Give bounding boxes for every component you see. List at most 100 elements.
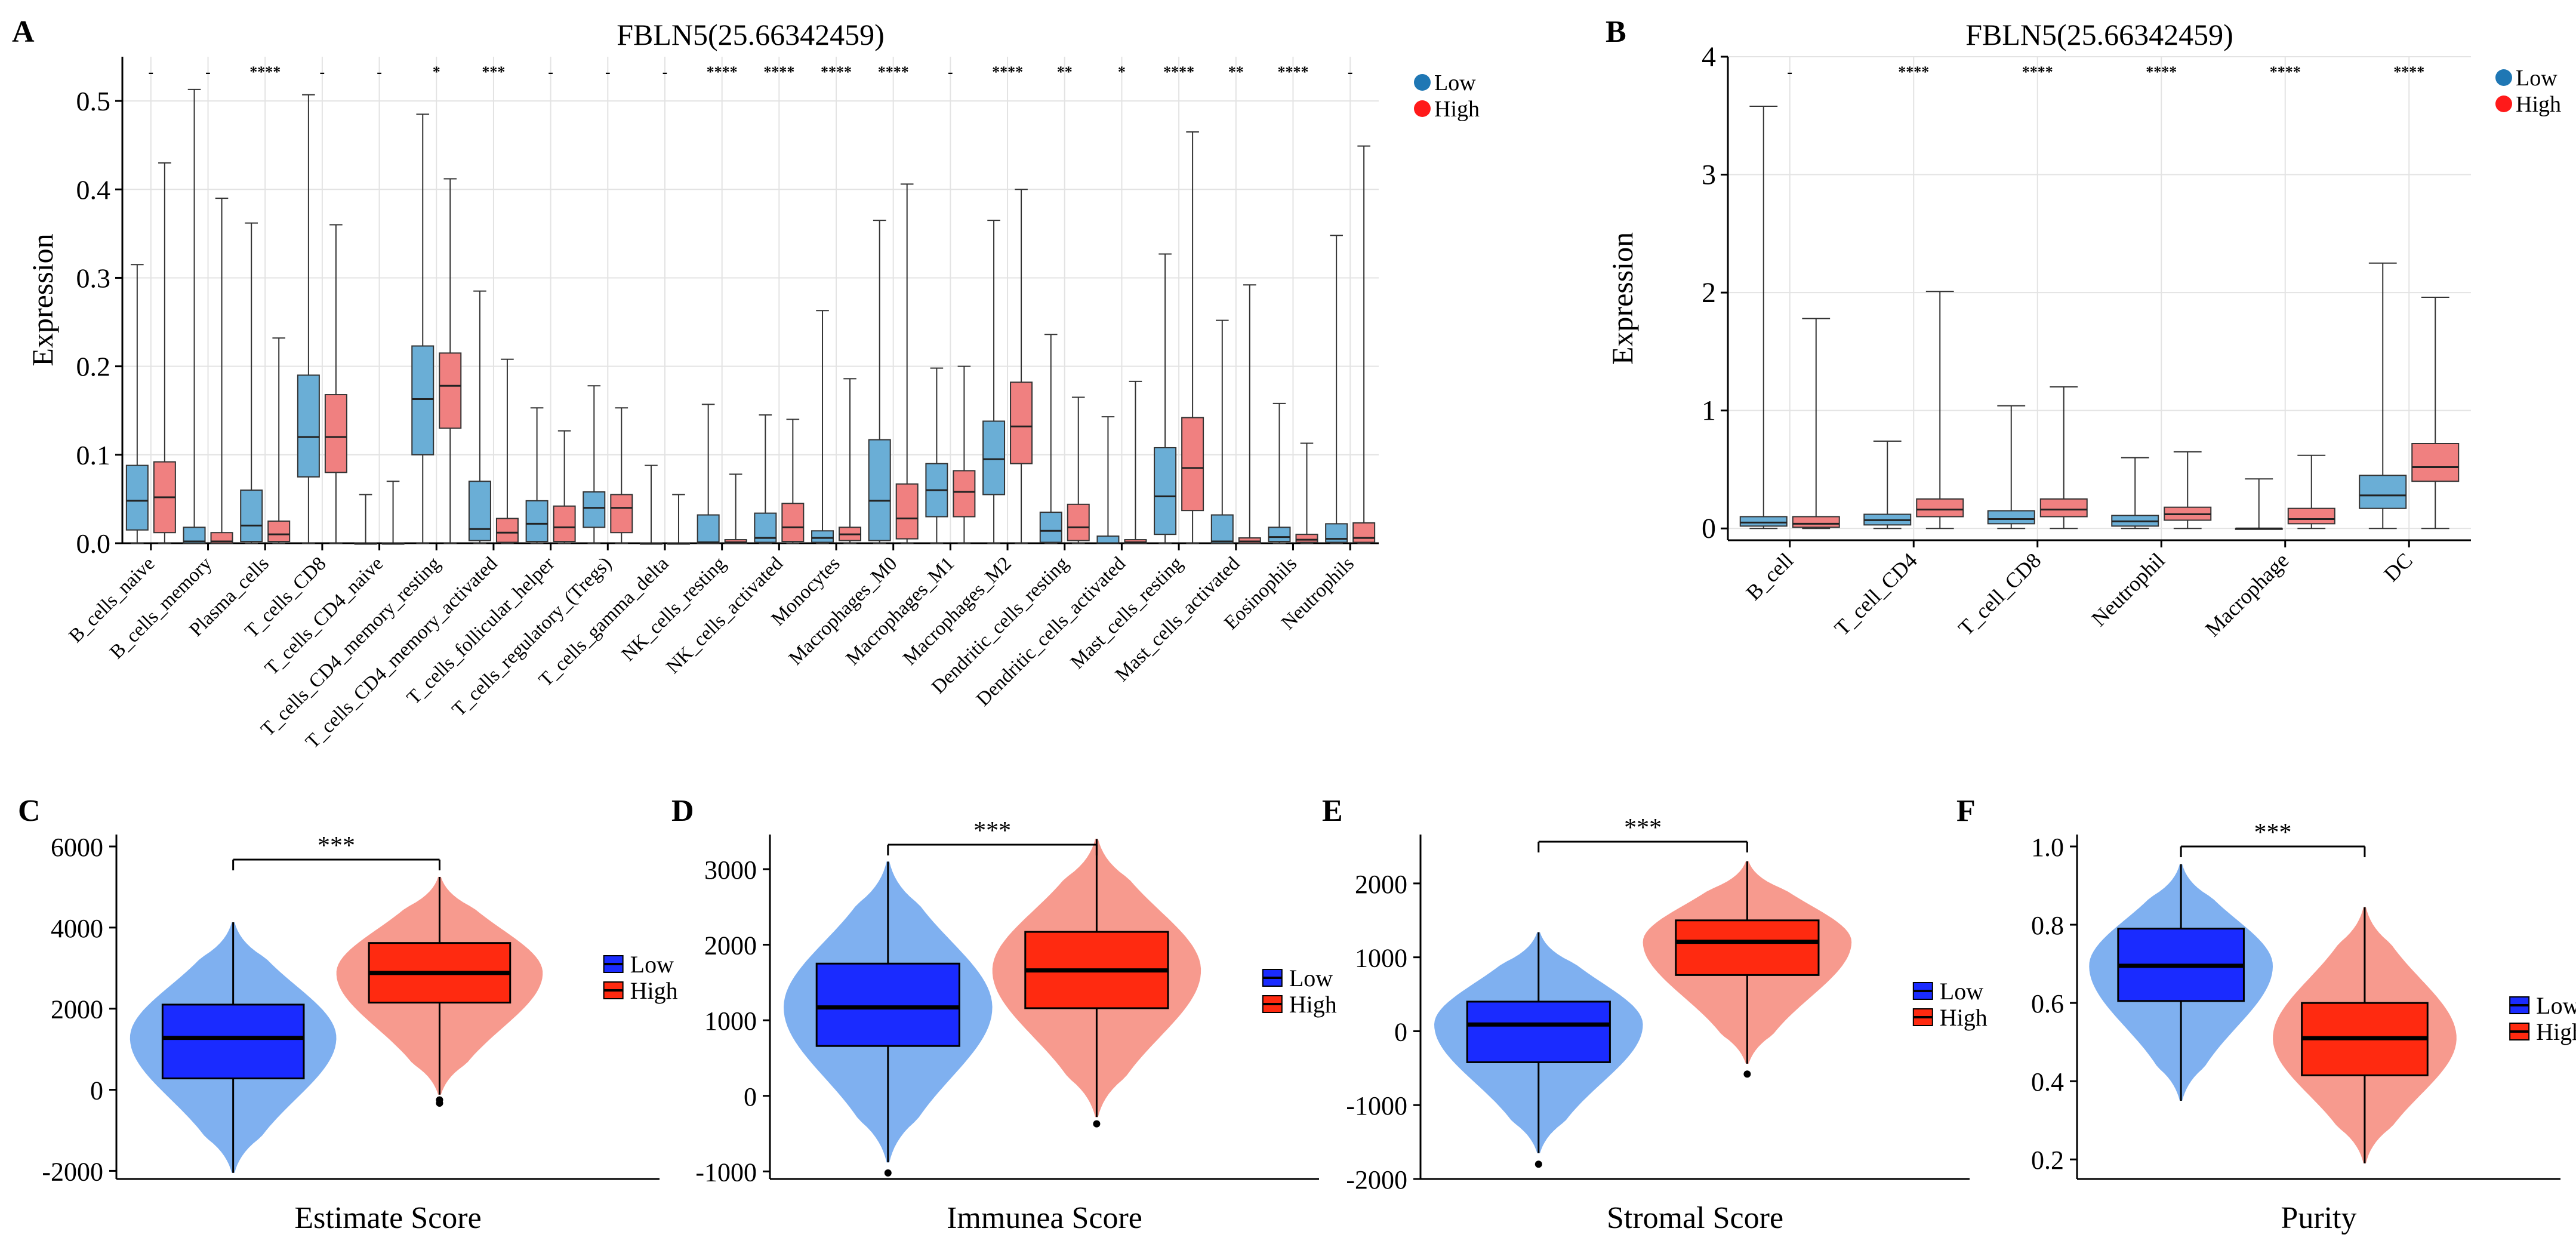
box-high [1067,503,1090,541]
significance-label: *** [2254,819,2292,846]
significance-label: **** [2270,63,2301,81]
box-high [1181,417,1204,512]
box-low [1154,447,1177,535]
box-low [982,420,1006,495]
outlier-point [1743,1070,1751,1078]
y-tick-label: 4 [1702,41,1716,73]
y-tick-label: 2000 [704,931,757,960]
x-tick-label: DC [2379,548,2417,586]
significance-label: - [663,63,668,81]
significance-label: - [1787,63,1792,81]
significance-label: **** [878,63,909,81]
y-axis-label: Expression [26,233,59,366]
y-tick-label: 0.4 [76,174,111,205]
significance-label: **** [763,63,794,81]
box-low [697,514,720,544]
y-tick-label: -2000 [42,1157,103,1186]
box-low [1096,535,1120,544]
significance-label: * [433,63,440,81]
box-low [1739,516,1788,527]
significance-label: *** [1624,814,1662,842]
y-tick-label: 0 [744,1082,757,1112]
box-high [1792,516,1840,528]
x-tick-label: B_cell [1742,548,1798,605]
legend-label: High [630,977,678,1004]
box-high [2411,443,2460,482]
y-tick-label: -1000 [1346,1091,1407,1120]
outlier-point [884,1169,892,1177]
significance-label: - [948,63,953,81]
panel-c: C -2000 0 2000 4000 6000 Estimate Score *** LowH… [18,794,678,1235]
x-tick-label: Macrophages_M2 [899,553,1015,669]
significance-label: **** [1898,63,1929,81]
panel-letter: B [1606,15,1626,49]
panel-e: E -2000 -1000 0 1000 2000 Stromal Score *** LowH… [1322,794,1988,1235]
panel-b: B FBLN5(25.66342459) 0 1 2 3 4 Expression - **** *… [1606,15,2561,641]
panel-letter: C [18,794,41,828]
y-tick-label: 1000 [1355,944,1407,973]
box-high [267,520,291,543]
box-low [297,374,320,478]
x-tick-label: Macrophages_M0 [785,553,901,669]
y-tick-label: 2000 [51,995,103,1024]
y-tick-label: 0 [1702,513,1716,544]
y-tick-label: -2000 [1346,1165,1407,1194]
y-tick-label: 0.2 [76,352,111,382]
y-tick-label: -1000 [695,1157,757,1187]
box-low [2359,475,2407,509]
legend-label: High [2516,92,2561,117]
legend-label: High [1289,991,1337,1018]
box-low [583,491,606,528]
significance-label: **** [707,63,738,81]
legend-label: Low [630,951,674,978]
significance-label: **** [1163,63,1194,81]
box-low [411,345,435,455]
box-high [610,494,633,534]
panel-a: A FBLN5(25.66342459) 0.0 0.1 0.2 0.3 0.4 0.5 Exp… [12,15,1480,753]
x-tick-label: B_cells_memory [106,553,216,663]
y-tick-label: 0.0 [76,528,111,559]
y-tick-label: 0 [1394,1017,1407,1046]
legend-label: Low [1940,978,1983,1005]
x-axis-label: Stromal Score [1607,1201,1783,1235]
x-tick-label: NK_cells_resting [618,553,731,666]
legend-marker [2495,96,2512,112]
legend-marker [1414,100,1431,117]
box-high [781,503,805,543]
significance-label: *** [318,832,355,860]
significance-label: * [1118,63,1126,81]
box-high [1675,919,1820,976]
y-tick-label: 0.5 [76,86,111,116]
significance-label: - [548,63,553,81]
box-low [525,500,549,543]
significance-label: - [605,63,611,81]
box-high [495,518,519,543]
box-high [1352,522,1376,543]
significance-label: ** [1228,63,1244,81]
x-axis-label: Purity [2281,1201,2356,1235]
panel-letter: D [671,794,694,828]
box-low [1987,510,2035,525]
significance-label: **** [1277,63,1308,81]
legend-label: Low [1434,70,1476,96]
significance-label: **** [2146,63,2177,81]
box-low [815,962,960,1047]
y-tick-label: 3000 [704,855,757,885]
box-high [2287,507,2335,525]
box-high [1295,534,1318,543]
legend-marker [2495,69,2512,86]
significance-label: *** [482,63,505,81]
y-tick-label: 2 [1702,277,1716,309]
y-tick-label: 2000 [1355,870,1407,899]
y-tick-label: 1.0 [2031,833,2064,862]
box-low [161,1003,305,1080]
y-tick-label: 1 [1702,395,1716,427]
x-tick-label: Neutrophil [2087,548,2170,631]
box-high [1916,498,1964,518]
box-low [811,530,834,543]
box-high [1010,381,1033,464]
box-high [553,505,576,543]
significance-label: - [377,63,382,81]
